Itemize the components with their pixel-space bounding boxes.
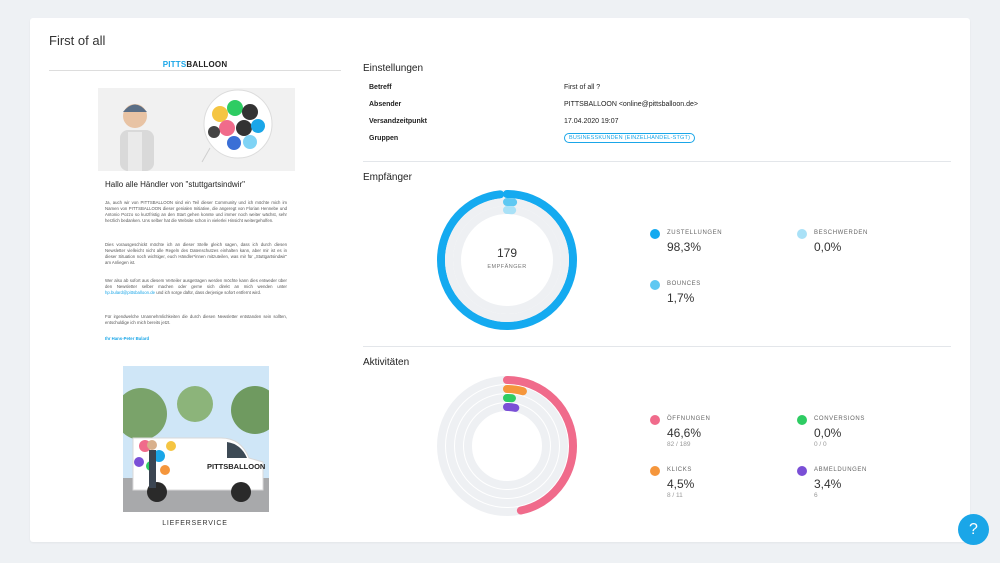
activity-ring-track [464, 403, 550, 489]
newsletter-signature: Ihr Hans-Peter Bulard [105, 336, 150, 341]
section-divider [363, 346, 951, 347]
legend-dot-oeffnungen [650, 415, 660, 425]
stat-value: 4,5% [667, 477, 695, 491]
stat-value: 0,0% [814, 426, 842, 440]
legend-dot-klicks [650, 466, 660, 476]
legend-dot-conversions [797, 415, 807, 425]
activity-ring-track [455, 394, 559, 498]
stat-label: ABMELDUNGEN [814, 467, 867, 473]
page-title: First of all [49, 33, 106, 48]
newsletter-paragraph: Wer also ab sofort aus diesem Verteiler … [105, 278, 287, 295]
recipients-ring-arc-bounces [445, 198, 569, 322]
stat-label: BOUNCES [667, 281, 701, 287]
newsletter-preview[interactable]: PITTSBALLOON [49, 60, 341, 542]
stat-value: 98,3% [667, 240, 702, 254]
settings-value: 17.04.2020 19:07 [564, 118, 619, 125]
legend-dot-bounces [650, 280, 660, 290]
legend-dot-abmeldungen [797, 466, 807, 476]
recipients-ring-track [453, 206, 561, 314]
recipients-count-label: EMPFÄNGER [487, 264, 527, 270]
settings-key: Gruppen [369, 135, 399, 142]
stat-sub: 0 / 0 [814, 441, 827, 448]
stat-label: BESCHWERDEN [814, 230, 868, 236]
recipients-ring-track [445, 198, 569, 322]
settings-key: Versandzeitpunkt [369, 118, 427, 125]
settings-title: Einstellungen [363, 63, 424, 74]
activity-ring-arc-klicks [446, 385, 568, 507]
settings-value: PITTSBALLOON <online@pittsballoon.de> [564, 101, 698, 108]
stat-value: 0,0% [814, 240, 842, 254]
email-link[interactable]: hp.bulard@pittsballoon.de [105, 290, 155, 295]
stat-sub: 8 / 11 [667, 492, 683, 499]
stat-value: 1,7% [667, 291, 695, 305]
settings-value: First of all ? [564, 84, 601, 91]
activities-title: Aktivitäten [363, 357, 410, 368]
activity-ring-arc-abmeldungen [464, 403, 550, 489]
stat-label: ÖFFNUNGEN [667, 416, 711, 422]
stat-sub: 82 / 189 [667, 441, 691, 448]
delivery-van-image: PITTSBALLOON [123, 366, 269, 512]
newsletter-paragraph: Für irgendwelche Unannehmlichkeiten die … [105, 314, 287, 325]
recipients-count: 179 [496, 246, 518, 260]
newsletter-paragraph: Dies vorausgeschickt möchte ich an diese… [105, 242, 287, 265]
stat-label: ZUSTELLUNGEN [667, 230, 723, 236]
activities-donut-chart [437, 376, 577, 516]
recipients-ring-arc-zustellungen [437, 190, 577, 330]
section-divider [363, 161, 951, 162]
stat-value: 46,6% [667, 426, 702, 440]
stat-value: 3,4% [814, 477, 842, 491]
hero-image [98, 88, 295, 171]
campaign-report-card: First of all PITTSBALLOON [30, 18, 970, 542]
recipients-ring-arc-beschwerden [453, 206, 561, 314]
recipients-title: Empfänger [363, 172, 412, 183]
activity-ring-arc-öffnungen [437, 376, 577, 516]
legend-dot-zustellungen [650, 229, 660, 239]
brand-logo: PITTSBALLOON [49, 60, 341, 71]
newsletter-greeting: Hallo alle Händler von "stuttgartsindwir… [105, 180, 245, 189]
group-badge[interactable]: BUSINESSKUNDEN (EINZELHANDEL-STGT) [564, 133, 696, 143]
stat-label: KLICKS [667, 467, 692, 473]
van-logo-text: PITTSBALLOON [207, 462, 265, 471]
image-caption: LIEFERSERVICE [162, 520, 228, 527]
settings-key: Absender [369, 101, 402, 108]
legend-dot-beschwerden [797, 229, 807, 239]
activity-ring-arc-conversions [455, 394, 559, 498]
recipients-donut-chart [437, 190, 577, 330]
stat-label: CONVERSIONS [814, 416, 865, 422]
settings-key: Betreff [369, 84, 392, 91]
help-button[interactable]: ? [958, 514, 989, 545]
stat-sub: 6 [814, 492, 818, 499]
newsletter-paragraph: Ja, auch wir von PITTSBALLOON sind ein T… [105, 200, 287, 223]
